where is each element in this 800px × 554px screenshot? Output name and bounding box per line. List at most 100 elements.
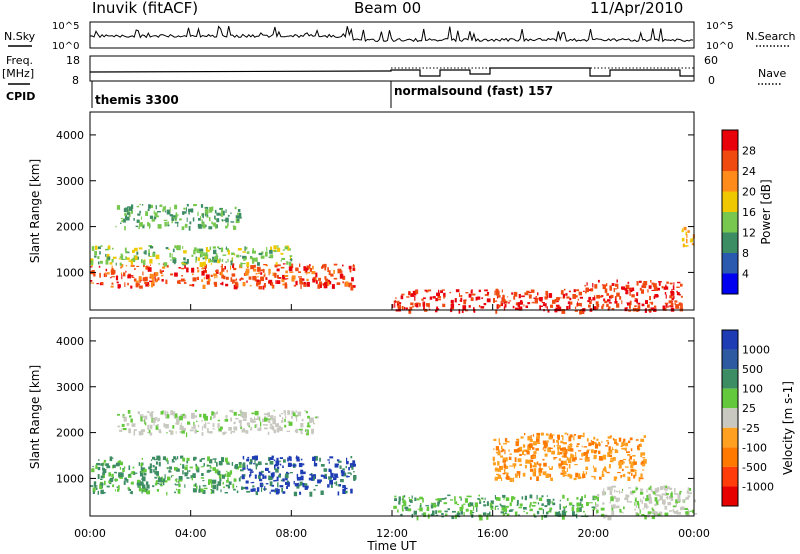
data-cell <box>626 498 629 503</box>
data-cell <box>629 287 631 291</box>
data-cell <box>509 453 512 455</box>
data-cell <box>428 305 430 308</box>
data-cell <box>646 504 648 510</box>
data-cell <box>304 486 308 490</box>
data-cell <box>264 486 266 491</box>
data-cell <box>508 456 512 460</box>
colorbar-tick: 1000 <box>742 344 770 357</box>
data-cell <box>232 263 235 269</box>
data-cell <box>595 504 599 507</box>
data-cell <box>576 445 579 448</box>
data-cell <box>126 251 130 254</box>
data-cell <box>317 284 321 289</box>
data-cell <box>539 464 541 469</box>
data-cell <box>198 218 201 221</box>
data-cell <box>98 265 101 268</box>
data-cell <box>551 501 553 504</box>
freq-trace <box>89 67 694 77</box>
data-cell <box>336 463 339 466</box>
data-cell <box>241 486 244 490</box>
data-cell <box>246 464 248 470</box>
data-cell <box>289 472 293 474</box>
data-cell <box>538 497 543 501</box>
data-cell <box>501 506 505 511</box>
data-cell <box>158 456 161 461</box>
data-cell <box>658 281 661 286</box>
data-cell <box>530 434 532 440</box>
data-cell <box>99 484 103 489</box>
data-cell <box>273 429 276 434</box>
data-cell <box>635 486 638 488</box>
data-cell <box>256 487 260 492</box>
data-cell <box>687 495 691 498</box>
data-cell <box>634 305 637 307</box>
data-cell <box>285 416 287 419</box>
data-cell <box>156 489 159 492</box>
data-cell <box>523 510 525 513</box>
data-cell <box>247 468 252 471</box>
data-cell <box>122 218 126 223</box>
data-cell <box>533 513 536 516</box>
data-cell <box>511 292 514 295</box>
data-cell <box>650 280 652 283</box>
data-cell <box>261 470 264 473</box>
data-cell <box>654 488 659 493</box>
data-cell <box>516 438 518 441</box>
data-cell <box>498 497 501 501</box>
data-cell <box>148 429 151 434</box>
data-cell <box>116 205 121 210</box>
data-cell <box>615 283 618 287</box>
data-cell <box>97 256 100 259</box>
data-cell <box>141 491 143 494</box>
data-cell <box>154 466 157 471</box>
data-cell <box>260 272 263 275</box>
data-cell <box>438 289 440 295</box>
data-cell <box>125 256 127 260</box>
data-cell <box>193 457 196 461</box>
data-cell <box>172 217 176 219</box>
data-cell <box>559 499 561 502</box>
data-cell <box>134 255 138 260</box>
data-cell <box>233 284 238 290</box>
data-cell <box>157 417 159 422</box>
data-cell <box>242 263 246 265</box>
data-cell <box>181 262 184 264</box>
data-cell <box>121 220 124 222</box>
data-cell <box>135 472 138 474</box>
data-cell <box>328 476 332 480</box>
data-cell <box>99 272 101 278</box>
data-cell <box>566 463 568 466</box>
data-cell <box>224 431 227 434</box>
data-cell <box>619 490 620 494</box>
data-cell <box>163 219 168 221</box>
data-cell <box>503 301 506 304</box>
data-cell <box>250 426 253 429</box>
data-cell <box>419 505 422 508</box>
data-cell <box>321 266 324 269</box>
data-cell <box>426 303 429 307</box>
data-cell <box>265 467 269 471</box>
data-cell <box>108 480 111 484</box>
data-cell <box>333 477 337 481</box>
data-cell <box>598 295 603 298</box>
colorbar-tick: -1000 <box>742 480 774 493</box>
data-cell <box>487 513 490 515</box>
data-cell <box>276 280 281 284</box>
data-cell <box>237 212 241 215</box>
data-cell <box>640 473 643 478</box>
data-cell <box>131 481 134 485</box>
data-cell <box>188 470 191 472</box>
data-cell <box>128 273 131 276</box>
data-cell <box>225 283 229 287</box>
data-cell <box>496 290 500 296</box>
data-cell <box>392 303 394 308</box>
data-cell <box>570 448 574 452</box>
data-cell <box>136 251 139 255</box>
data-cell <box>630 462 635 466</box>
data-cell <box>147 431 150 434</box>
data-cell <box>198 488 201 493</box>
data-cell <box>162 410 164 414</box>
data-cell <box>182 464 185 469</box>
data-cell <box>98 261 100 265</box>
data-cell <box>347 476 350 478</box>
